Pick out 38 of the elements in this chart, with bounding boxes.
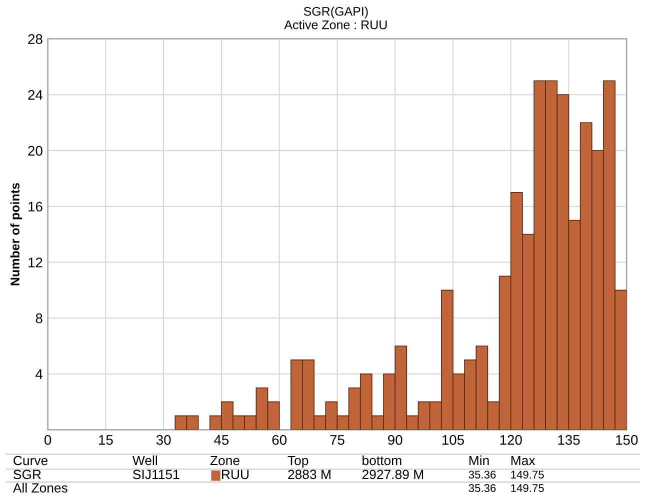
x-tick-label: 135 bbox=[558, 435, 580, 445]
y-tick-label: 4 bbox=[36, 369, 43, 379]
y-axis-title: Number of points bbox=[10, 183, 22, 286]
text: 35.36 bbox=[468, 470, 496, 479]
text: Curve bbox=[14, 456, 48, 466]
text: SGR bbox=[14, 470, 41, 480]
x-tick-label: 0 bbox=[44, 435, 52, 445]
text: bottom bbox=[362, 455, 402, 466]
x-tick-label: 60 bbox=[272, 435, 287, 445]
text: Zone bbox=[210, 456, 240, 466]
y-tick-label: 20 bbox=[28, 146, 42, 156]
chart-subtitle: Active Zone : RUU bbox=[284, 20, 387, 30]
text: 149.75 bbox=[511, 470, 544, 479]
y-tick-label: 16 bbox=[28, 202, 42, 212]
text: All Zones bbox=[12, 482, 68, 493]
text: Top bbox=[288, 456, 308, 468]
text: Min bbox=[469, 455, 489, 466]
y-tick-label: 28 bbox=[28, 34, 42, 44]
y-tick-label: 12 bbox=[28, 258, 42, 268]
y-tick-label: 8 bbox=[36, 313, 42, 324]
text: SIJ1151 bbox=[133, 470, 180, 480]
text: 2883 M bbox=[288, 470, 330, 480]
text: 2927.89 M bbox=[362, 470, 424, 480]
text: Well bbox=[132, 455, 157, 466]
x-tick-label: 75 bbox=[330, 435, 344, 445]
chart-title: SGR(GAPI) bbox=[304, 6, 368, 18]
y-tick-label: 24 bbox=[28, 90, 43, 100]
text: 149.75 bbox=[511, 484, 544, 492]
x-tick-label: 30 bbox=[156, 435, 171, 445]
text: Max bbox=[511, 456, 536, 466]
x-tick-label: 15 bbox=[99, 435, 113, 445]
x-tick-label: 150 bbox=[616, 435, 638, 445]
x-tick-label: 45 bbox=[214, 435, 229, 445]
text: 35.36 bbox=[468, 484, 496, 492]
x-tick-label: 105 bbox=[442, 435, 464, 445]
text: RUU bbox=[222, 470, 248, 480]
x-tick-label: 120 bbox=[500, 435, 522, 445]
x-tick-label: 90 bbox=[388, 435, 402, 445]
